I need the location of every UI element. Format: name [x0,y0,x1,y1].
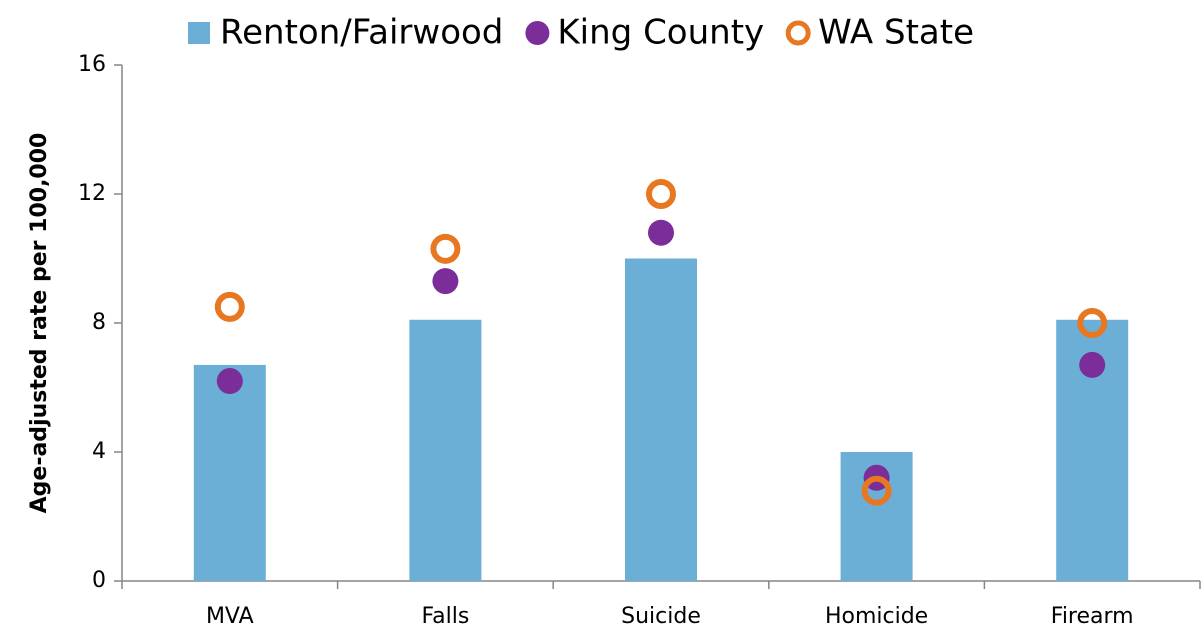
ring [646,179,676,209]
dot [216,368,243,395]
y-tick-label: 4 [92,439,106,464]
ring [861,475,892,506]
bar [625,258,697,581]
y-tick-label: 12 [78,181,106,206]
legend-swatch [525,21,550,45]
bar [193,364,266,581]
bar [409,319,482,581]
legend-label: WA State [818,13,974,53]
y-axis-label: Age-adjusted rate per 100,000 [27,133,52,514]
ring [214,291,245,322]
x-tick-label: Suicide [621,604,701,629]
x-tick-label: Homicide [825,604,928,629]
ring [1077,308,1108,338]
legend-label: King County [557,13,764,53]
dot [432,268,459,295]
legend-label: Renton/Fairwood [220,13,503,53]
dot [648,219,674,246]
y-tick-label: 16 [78,52,106,77]
x-tick-label: Falls [421,604,469,629]
y-tick-label: 8 [92,310,106,335]
legend-swatch [188,22,210,44]
x-tick-label: Firearm [1051,604,1134,629]
ring [430,233,461,264]
x-tick-label: MVA [206,604,254,629]
y-tick-label: 0 [92,568,106,593]
legend-swatch [785,20,811,46]
dot [1079,351,1106,378]
